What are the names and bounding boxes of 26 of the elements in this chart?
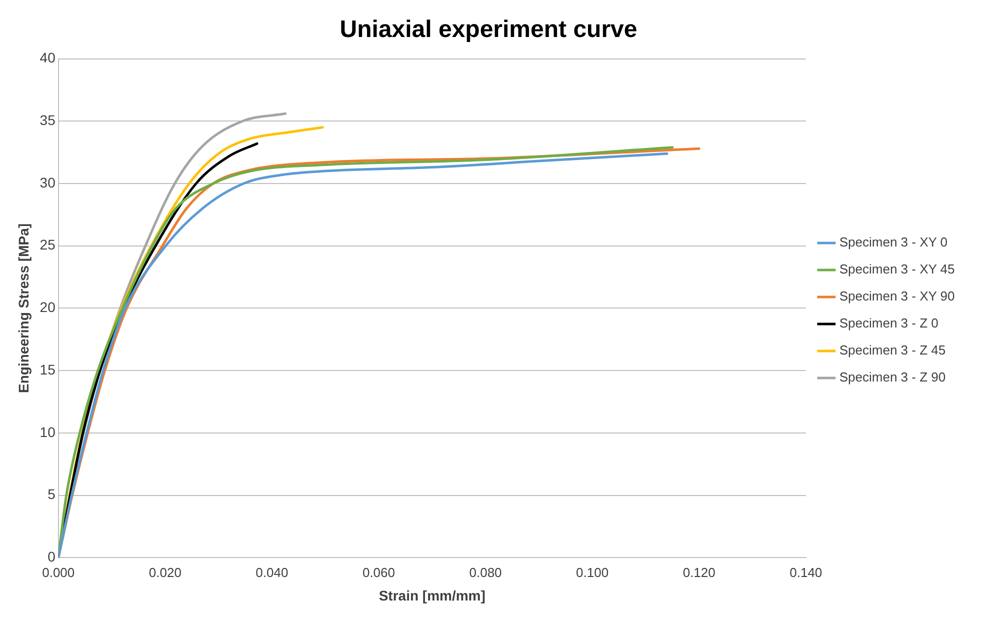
- y-tick-label: 30: [40, 174, 56, 190]
- legend-label: Specimen 3 - XY 0: [839, 234, 948, 250]
- x-tick-label: 0.060: [362, 564, 396, 580]
- legend-label: Specimen 3 - XY 90: [839, 288, 955, 304]
- y-tick-label: 0: [48, 548, 56, 564]
- y-tick-label: 20: [40, 299, 56, 316]
- x-axis-title: Strain [mm/mm]: [378, 587, 486, 604]
- legend-label: Specimen 3 - Z 90: [839, 370, 946, 385]
- legend-label: Specimen 3 - XY 45: [839, 262, 955, 277]
- x-tick-label: 0.020: [148, 564, 182, 580]
- chart-title: Uniaxial experiment curve: [340, 16, 638, 44]
- y-tick-label: 40: [40, 50, 56, 66]
- y-tick-label: 35: [40, 112, 56, 128]
- y-tick-label: 5: [48, 486, 56, 502]
- legend-label: Specimen 3 - Z 0: [839, 316, 938, 331]
- x-tick-label: 0.120: [682, 564, 716, 580]
- legend-label: Specimen 3 - Z 45: [839, 342, 946, 358]
- y-tick-label: 10: [40, 424, 56, 440]
- x-tick-label: 0.140: [790, 564, 822, 580]
- x-tick-label: 0.100: [576, 564, 609, 580]
- y-tick-label: 25: [40, 236, 56, 253]
- x-tick-label: 0.000: [42, 564, 75, 580]
- y-axis-title: Engineering Stress [MPa]: [15, 223, 32, 393]
- x-tick-label: 0.080: [469, 564, 502, 580]
- y-tick-label: 15: [40, 361, 56, 378]
- x-tick-label: 0.040: [256, 564, 288, 580]
